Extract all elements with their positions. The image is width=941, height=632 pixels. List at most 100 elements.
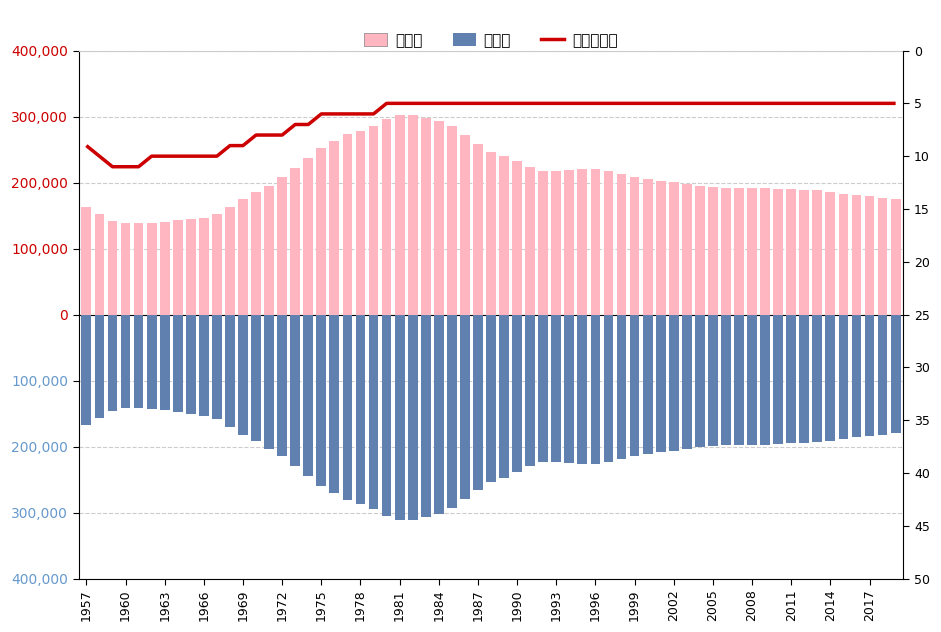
Bar — [774, 188, 783, 315]
Bar — [264, 315, 274, 449]
Bar — [499, 315, 509, 478]
Bar — [825, 315, 836, 441]
Bar — [551, 315, 561, 463]
Bar — [343, 315, 352, 500]
Legend: 女の子, 男の子, ランキング: 女の子, 男の子, ランキング — [359, 27, 624, 54]
Bar — [682, 315, 692, 449]
Bar — [591, 169, 600, 315]
Bar — [94, 315, 104, 418]
Bar — [278, 178, 287, 315]
Bar — [199, 217, 209, 315]
Bar — [643, 315, 652, 454]
Bar — [852, 195, 861, 315]
Bar — [434, 315, 444, 514]
Bar — [316, 315, 327, 486]
Bar — [82, 315, 91, 425]
Bar — [603, 315, 614, 462]
Bar — [120, 315, 131, 408]
Bar — [473, 144, 483, 315]
Bar — [865, 197, 874, 315]
Bar — [695, 186, 705, 315]
Bar — [512, 315, 522, 472]
Bar — [421, 118, 431, 315]
Bar — [565, 315, 574, 463]
Bar — [734, 188, 744, 315]
Bar — [460, 315, 470, 499]
Bar — [865, 315, 874, 436]
Bar — [760, 315, 770, 444]
Bar — [94, 214, 104, 315]
Bar — [160, 221, 169, 315]
Bar — [394, 315, 405, 520]
Bar — [578, 315, 587, 465]
Bar — [369, 126, 378, 315]
Bar — [812, 315, 822, 442]
Bar — [251, 315, 261, 441]
Bar — [107, 221, 118, 315]
Bar — [812, 190, 822, 315]
Bar — [538, 315, 548, 463]
Bar — [434, 121, 444, 315]
Bar — [538, 171, 548, 315]
Bar — [329, 315, 340, 494]
Bar — [447, 315, 456, 508]
Bar — [891, 199, 901, 315]
Bar — [682, 184, 692, 315]
Bar — [525, 315, 535, 466]
Bar — [173, 220, 183, 315]
Bar — [212, 214, 222, 315]
Bar — [120, 224, 131, 315]
Bar — [251, 193, 261, 315]
Bar — [303, 315, 313, 476]
Bar — [238, 199, 247, 315]
Bar — [447, 126, 456, 315]
Bar — [643, 179, 652, 315]
Bar — [603, 171, 614, 315]
Bar — [199, 315, 209, 416]
Bar — [134, 224, 143, 315]
Bar — [591, 315, 600, 464]
Bar — [787, 315, 796, 443]
Bar — [838, 315, 849, 439]
Bar — [565, 170, 574, 315]
Bar — [787, 189, 796, 315]
Bar — [107, 315, 118, 411]
Bar — [316, 149, 327, 315]
Bar — [799, 315, 809, 442]
Bar — [394, 115, 405, 315]
Bar — [147, 315, 156, 409]
Bar — [512, 161, 522, 315]
Bar — [721, 315, 731, 446]
Bar — [278, 315, 287, 456]
Bar — [774, 315, 783, 444]
Bar — [160, 315, 169, 410]
Bar — [356, 131, 365, 315]
Bar — [499, 156, 509, 315]
Bar — [747, 188, 757, 315]
Bar — [630, 315, 640, 456]
Bar — [708, 187, 718, 315]
Bar — [878, 198, 887, 315]
Bar — [225, 315, 235, 427]
Bar — [407, 315, 418, 520]
Bar — [734, 315, 744, 444]
Bar — [825, 193, 836, 315]
Bar — [630, 178, 640, 315]
Bar — [264, 186, 274, 315]
Bar — [173, 315, 183, 412]
Bar — [303, 158, 313, 315]
Bar — [212, 315, 222, 419]
Bar — [147, 223, 156, 315]
Bar — [421, 315, 431, 517]
Bar — [473, 315, 483, 490]
Bar — [238, 315, 247, 435]
Bar — [356, 315, 365, 504]
Bar — [578, 169, 587, 315]
Bar — [186, 315, 196, 414]
Bar — [382, 315, 391, 516]
Bar — [407, 115, 418, 315]
Bar — [708, 315, 718, 446]
Bar — [291, 315, 300, 466]
Bar — [225, 207, 235, 315]
Bar — [695, 315, 705, 447]
